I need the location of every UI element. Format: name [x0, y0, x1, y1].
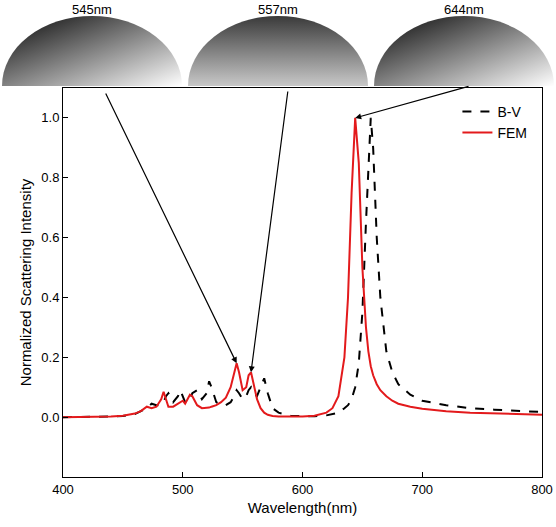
- svg-text:Normalized Scattering Intensit: Normalized Scattering Intensity: [17, 178, 34, 386]
- svg-text:FEM: FEM: [497, 125, 527, 141]
- svg-text:500: 500: [172, 482, 194, 497]
- svg-text:700: 700: [411, 482, 433, 497]
- svg-text:400: 400: [52, 482, 74, 497]
- svg-text:0.6: 0.6: [41, 230, 59, 245]
- svg-text:800: 800: [531, 482, 553, 497]
- svg-text:557nm: 557nm: [258, 2, 298, 17]
- svg-text:600: 600: [292, 482, 314, 497]
- svg-text:0.0: 0.0: [41, 410, 59, 425]
- svg-text:545nm: 545nm: [72, 2, 112, 17]
- svg-text:Wavelength(nm): Wavelength(nm): [248, 499, 357, 516]
- svg-text:0.2: 0.2: [41, 350, 59, 365]
- svg-text:0.8: 0.8: [41, 170, 59, 185]
- svg-text:0.4: 0.4: [41, 290, 59, 305]
- svg-text:644nm: 644nm: [444, 2, 484, 17]
- svg-text:B-V: B-V: [497, 104, 521, 120]
- svg-text:1.0: 1.0: [41, 110, 59, 125]
